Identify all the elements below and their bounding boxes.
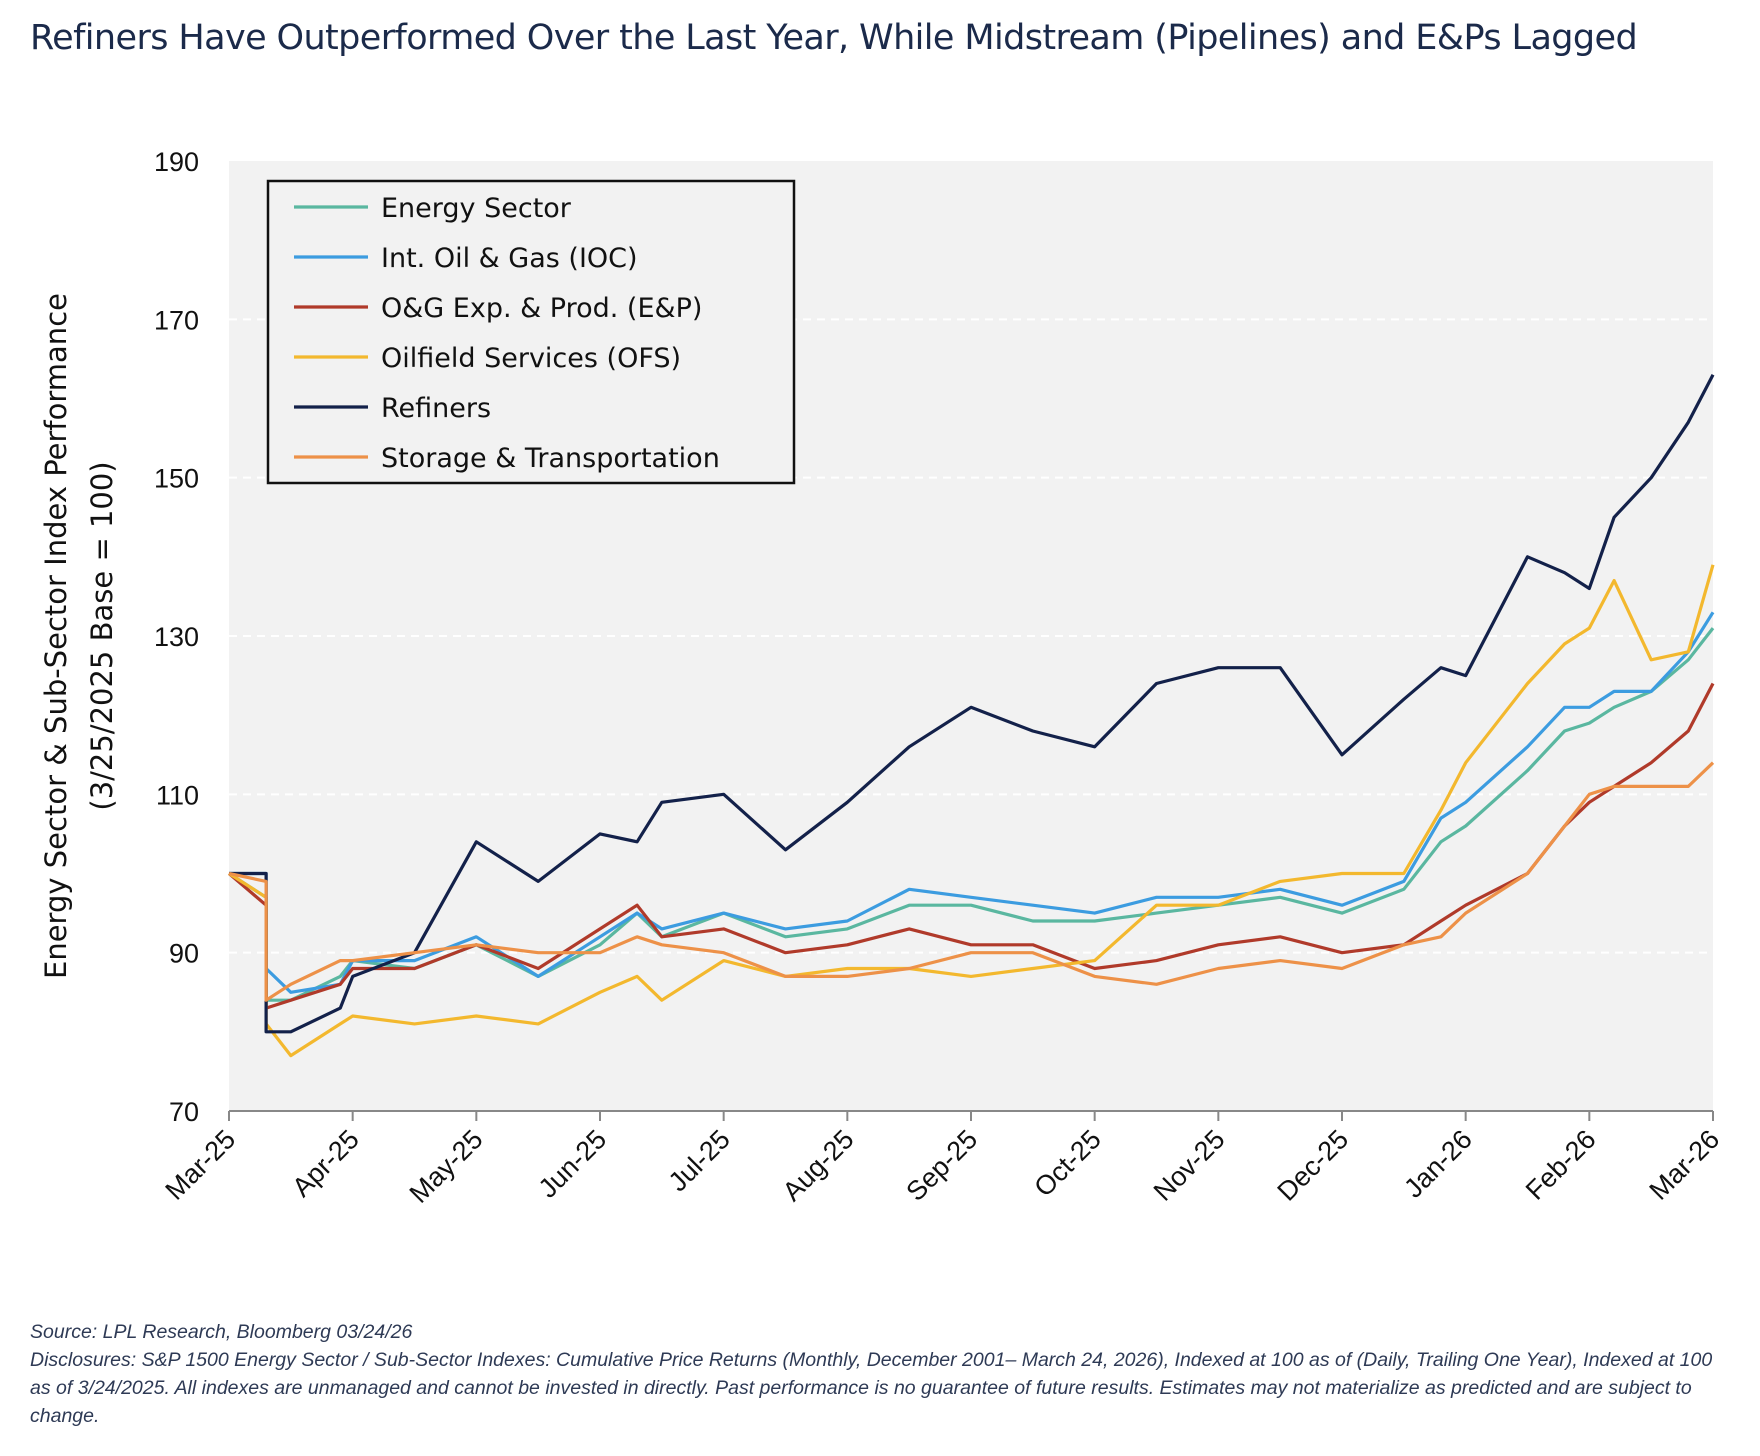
x-tick-label: May-25 xyxy=(404,1124,489,1209)
y-tick-label: 150 xyxy=(154,464,199,494)
x-tick-label: Mar-26 xyxy=(1644,1124,1726,1206)
chart-title: Refiners Have Outperformed Over the Last… xyxy=(30,18,1638,58)
x-tick-label: Jun-25 xyxy=(533,1124,613,1204)
legend: Energy Sector Int. Oil & Gas (IOC) O&G Exp… xyxy=(266,179,796,485)
y-tick-label: 70 xyxy=(169,1097,199,1127)
series-line-refiners xyxy=(229,374,1715,1034)
x-tick-label: Jan-26 xyxy=(1398,1124,1478,1204)
x-tick-label: Aug-25 xyxy=(777,1124,860,1207)
series-line-storage-transportation xyxy=(228,761,1715,1002)
series-line-energy-sector xyxy=(228,627,1715,1002)
x-tick-label: Apr-25 xyxy=(286,1124,365,1203)
legend-label: O&G Exp. & Prod. (E&P) xyxy=(381,293,702,324)
x-tick-label: Feb-26 xyxy=(1520,1124,1602,1206)
y-tick-label: 130 xyxy=(154,622,199,652)
legend-box xyxy=(266,179,796,485)
y-tick-label: 190 xyxy=(154,147,199,177)
series-line-oilfield-services-ofs xyxy=(228,564,1715,1058)
y-axis-title: Energy Sector & Sub-Sector Index Perform… xyxy=(39,293,73,979)
y-axis-ticks: 70 90 110 130 150 170 190 xyxy=(154,147,199,1127)
y-tick-label: 170 xyxy=(154,305,199,335)
legend-label: Int. Oil & Gas (IOC) xyxy=(381,243,638,274)
x-tick-label: Nov-25 xyxy=(1148,1124,1231,1207)
series-line-int-oil-gas-ioc xyxy=(229,611,1715,994)
x-tick-label: Dec-25 xyxy=(1271,1124,1354,1207)
y-axis-subtitle: (3/25/2025 Base = 100) xyxy=(85,461,119,810)
y-tick-label: 90 xyxy=(169,939,199,969)
x-tick-label: Jul-25 xyxy=(663,1124,736,1197)
y-tick-label: 110 xyxy=(156,780,199,810)
legend-label: Oilfield Services (OFS) xyxy=(381,343,681,374)
disclosure-note: Disclosures: S&P 1500 Energy Sector / Su… xyxy=(30,1349,1713,1427)
legend-label: Energy Sector xyxy=(381,193,572,224)
x-tick-label: Mar-25 xyxy=(160,1124,242,1206)
series-lines xyxy=(227,374,1715,1058)
x-tick-label: Sep-25 xyxy=(900,1124,983,1207)
x-axis-ticks: Mar-25 Apr-25 May-25 Jun-25 Jul-25 Aug-25 Sep-… xyxy=(160,1111,1726,1209)
line-chart: 70 90 110 130 150 170 190 Mar-25 Apr-25 May-25 Ju… xyxy=(39,147,1726,1209)
footnotes: Source: LPL Research, Bloomberg 03/24/26… xyxy=(30,1318,1730,1430)
x-tick-label: Oct-25 xyxy=(1028,1124,1107,1203)
source-note: Source: LPL Research, Bloomberg 03/24/26 xyxy=(30,1321,413,1343)
legend-label: Storage & Transportation xyxy=(381,443,720,474)
legend-label: Refiners xyxy=(381,393,491,424)
